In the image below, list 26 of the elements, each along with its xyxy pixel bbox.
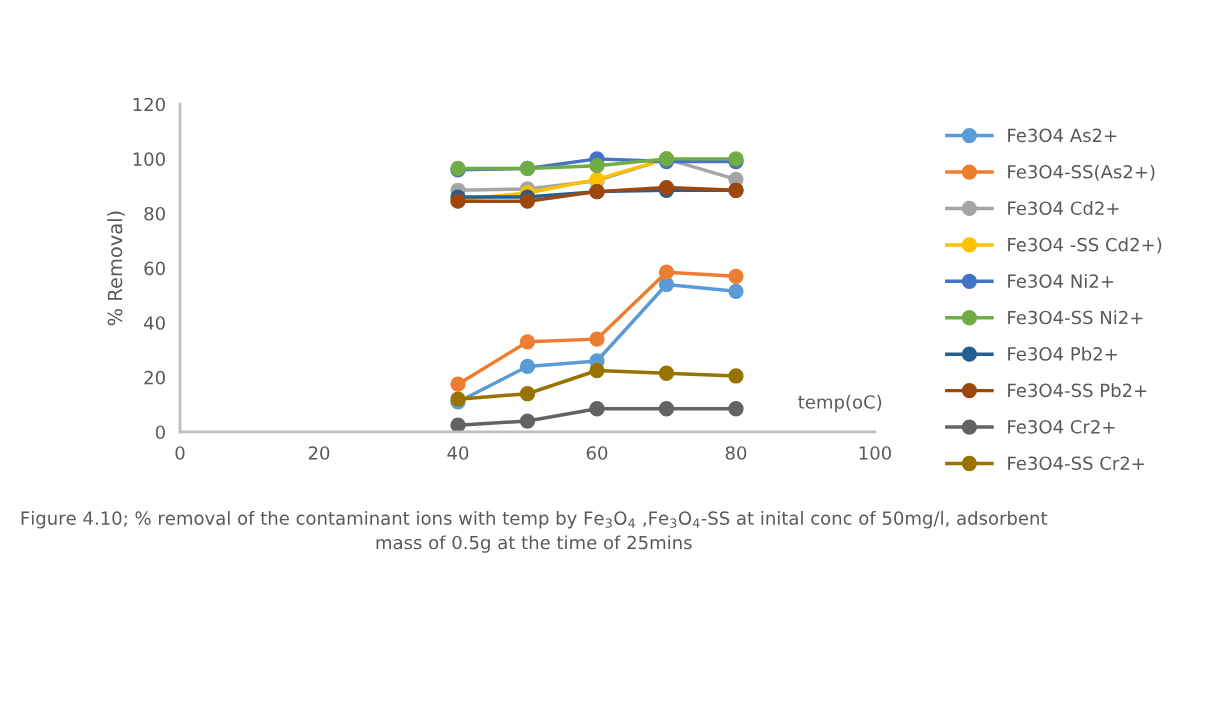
y-tick-label: 100 bbox=[133, 152, 165, 166]
x-tick-label: 60 bbox=[586, 446, 608, 460]
x-tick-label: 80 bbox=[725, 446, 747, 460]
y-axis-title: % Removal) bbox=[107, 211, 125, 326]
y-tick-label: 0 bbox=[155, 425, 165, 440]
text: Figure 4.10; % removal of the contaminant ions with temp by Fe$_{3}$O$_{4}$ ,Fe$_{3}$O$_{4}$-SS at inital conc of 50mg/l, adsorbent mass of 0.5g at the time of 25mins bbox=[21, 511, 1048, 553]
legend-label: Fe3O4 Cd2+ bbox=[1008, 201, 1119, 216]
legend-label: Fe3O4 -SS Cd2+) bbox=[1008, 237, 1162, 254]
legend-label: Fe3O4-SS Cr2+ bbox=[1008, 456, 1144, 471]
y-tick-label: 120 bbox=[133, 97, 165, 112]
x-axis-title: temp(oC) bbox=[798, 394, 882, 413]
x-tick-label: 40 bbox=[447, 446, 469, 460]
y-tick-label: 40 bbox=[144, 316, 165, 330]
legend-label: Fe3O4 As2+ bbox=[1008, 128, 1117, 143]
legend-label: Fe3O4 Ni2+ bbox=[1008, 273, 1114, 288]
y-tick-label: 80 bbox=[144, 206, 165, 221]
legend-label: Fe3O4 Pb2+ bbox=[1008, 346, 1117, 361]
x-tick-label: 20 bbox=[308, 446, 330, 460]
legend-label: Fe3O4-SS Pb2+ bbox=[1008, 383, 1147, 398]
legend-label: Fe3O4-SS(As2+) bbox=[1008, 164, 1155, 181]
y-tick-label: 20 bbox=[144, 370, 165, 385]
x-tick-label: 0 bbox=[175, 446, 185, 460]
legend-label: Fe3O4-SS Ni2+ bbox=[1008, 310, 1143, 325]
x-tick-label: 100 bbox=[859, 446, 892, 460]
y-tick-label: 60 bbox=[144, 261, 165, 276]
legend-label: Fe3O4 Cr2+ bbox=[1008, 419, 1115, 434]
